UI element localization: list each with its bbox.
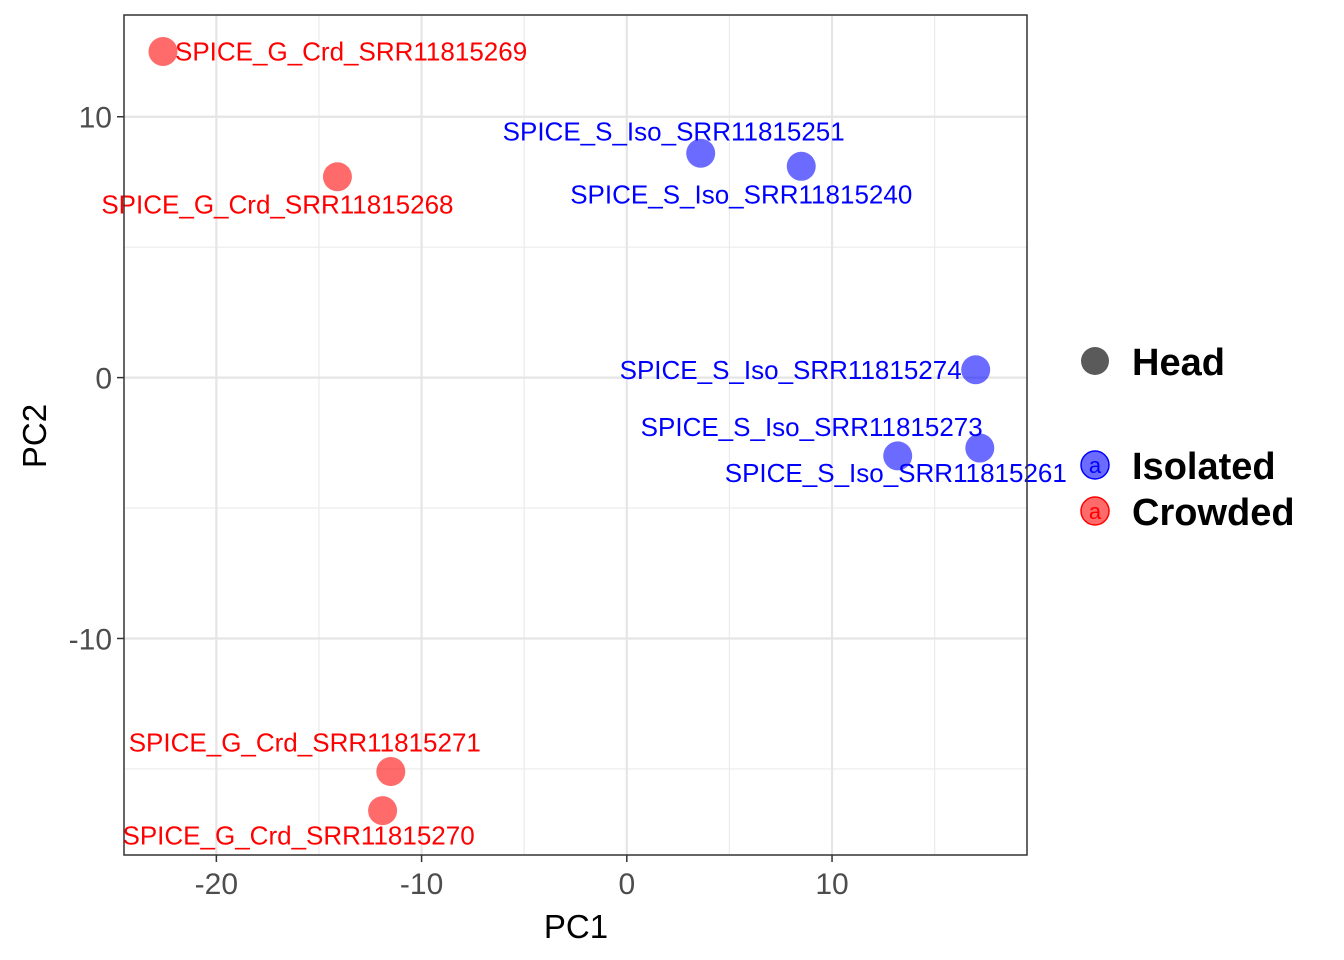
y-tick-label: 10 — [79, 102, 112, 135]
data-point — [148, 37, 178, 67]
data-point — [961, 355, 991, 385]
point-label: SPICE_G_Crd_SRR11815271 — [129, 728, 481, 758]
point-label: SPICE_S_Iso_SRR11815274 — [620, 355, 962, 385]
legend-label-isolated: Isolated — [1132, 446, 1276, 488]
legend-key-letter: a — [1089, 453, 1102, 478]
y-axis-title: PC2 — [16, 404, 53, 468]
data-point — [883, 441, 913, 471]
point-label: SPICE_S_Iso_SRR11815261 — [725, 458, 1067, 488]
y-tick-label: 0 — [95, 363, 112, 396]
point-label: SPICE_S_Iso_SRR11815273 — [641, 412, 983, 442]
plot-panel-border — [123, 14, 1028, 856]
axis-ticks: -20 -10 0 10 -10 0 10 — [69, 102, 849, 901]
x-tick-label: 10 — [815, 868, 848, 901]
data-point — [786, 151, 816, 181]
legend-key-isolated — [1080, 450, 1110, 480]
data-points — [148, 37, 995, 826]
legend-shape-key — [1081, 347, 1109, 375]
data-point — [686, 138, 716, 168]
data-point — [376, 757, 406, 787]
point-label: SPICE_G_Crd_SRR11815270 — [123, 821, 475, 851]
grid — [124, 15, 1027, 855]
point-label: SPICE_S_Iso_SRR11815240 — [570, 179, 912, 209]
data-point — [965, 433, 995, 463]
point-labels: SPICE_G_Crd_SRR11815269 SPICE_G_Crd_SRR11… — [101, 37, 1066, 851]
legend: Head a Isolated a Crowded — [1080, 342, 1295, 534]
y-tick-label: -10 — [69, 623, 112, 656]
x-tick-label: -20 — [195, 868, 238, 901]
point-label: SPICE_S_Iso_SRR11815251 — [503, 116, 845, 146]
data-point — [322, 162, 352, 192]
legend-shape-label: Head — [1132, 342, 1225, 384]
legend-key-letter: a — [1089, 499, 1102, 524]
legend-label-crowded: Crowded — [1132, 492, 1295, 534]
data-point — [368, 796, 398, 826]
x-tick-label: 0 — [618, 868, 635, 901]
legend-key-crowded — [1080, 496, 1110, 526]
x-tick-label: -10 — [400, 868, 443, 901]
point-label: SPICE_G_Crd_SRR11815268 — [101, 190, 453, 220]
x-axis-title: PC1 — [544, 908, 608, 945]
point-label: SPICE_G_Crd_SRR11815269 — [175, 37, 527, 67]
